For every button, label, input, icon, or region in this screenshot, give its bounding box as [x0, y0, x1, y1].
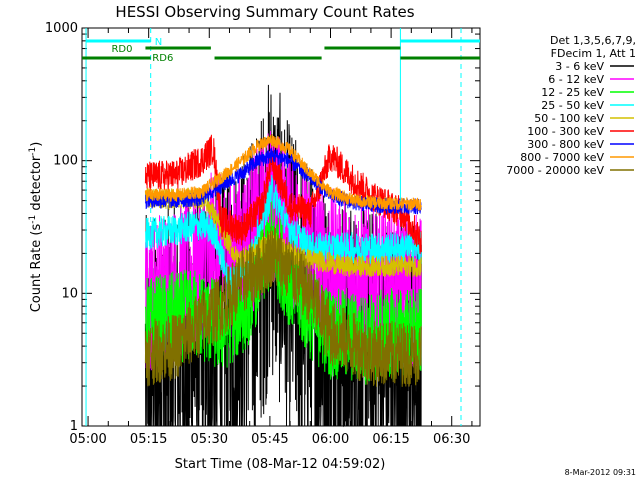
legend-entry-label: 25 - 50 keV — [541, 99, 604, 112]
x-tick-labels: 05:00 05:15 05:30 05:45 06:00 06:15 06:30 — [69, 432, 470, 447]
x-tick-label: 05:45 — [251, 432, 288, 447]
series-line — [144, 134, 422, 254]
x-tick-label: 05:00 — [69, 432, 106, 447]
legend: Det 1,3,5,6,7,9,FDecim 1, Att 13 - 6 keV… — [506, 34, 636, 177]
date-stamp: 8-Mar-2012 09:31 — [565, 468, 636, 477]
series-line — [144, 133, 422, 211]
chart-title: HESSI Observing Summary Count Rates — [115, 3, 414, 21]
legend-entry-label: 7000 - 20000 keV — [506, 164, 604, 177]
y-tick-labels: 1 10 100 1000 — [45, 21, 78, 434]
legend-header: FDecim 1, Att 1 — [551, 47, 636, 60]
plot-frame — [81, 27, 481, 427]
y-tick-label: 10 — [61, 286, 78, 301]
annotation-label: RD0 — [111, 44, 132, 55]
x-tick-label: 05:30 — [191, 432, 228, 447]
series-line — [144, 174, 422, 298]
legend-entry-label: 300 - 800 keV — [527, 138, 604, 151]
legend-entry-label: 12 - 25 keV — [541, 86, 604, 99]
series-line — [144, 226, 422, 387]
x-tick-label: 05:15 — [130, 432, 167, 447]
legend-entry-label: 100 - 300 keV — [527, 125, 604, 138]
y-tick-label: 100 — [53, 154, 78, 169]
legend-entry-label: 50 - 100 keV — [534, 112, 604, 125]
legend-entry-label: 800 - 7000 keV — [520, 151, 604, 164]
x-axis-label: Start Time (08-Mar-12 04:59:02) — [175, 457, 386, 472]
legend-entry-label: 3 - 6 keV — [555, 60, 604, 73]
x-tick-label: 06:00 — [312, 432, 349, 447]
data-series — [144, 84, 422, 428]
annotation-label: N — [155, 37, 162, 48]
y-tick-label: 1 — [70, 419, 78, 434]
x-tick-label: 06:30 — [433, 432, 470, 447]
legend-header: Det 1,3,5,6,7,9, — [550, 34, 636, 47]
y-tick-label: 1000 — [45, 21, 78, 36]
annotation-label: RD6 — [152, 53, 173, 64]
legend-entry-label: 6 - 12 keV — [548, 73, 604, 86]
y-axis-label: Count Rate (s-1 detector-1) — [28, 142, 44, 313]
x-tick-label: 06:15 — [372, 432, 409, 447]
